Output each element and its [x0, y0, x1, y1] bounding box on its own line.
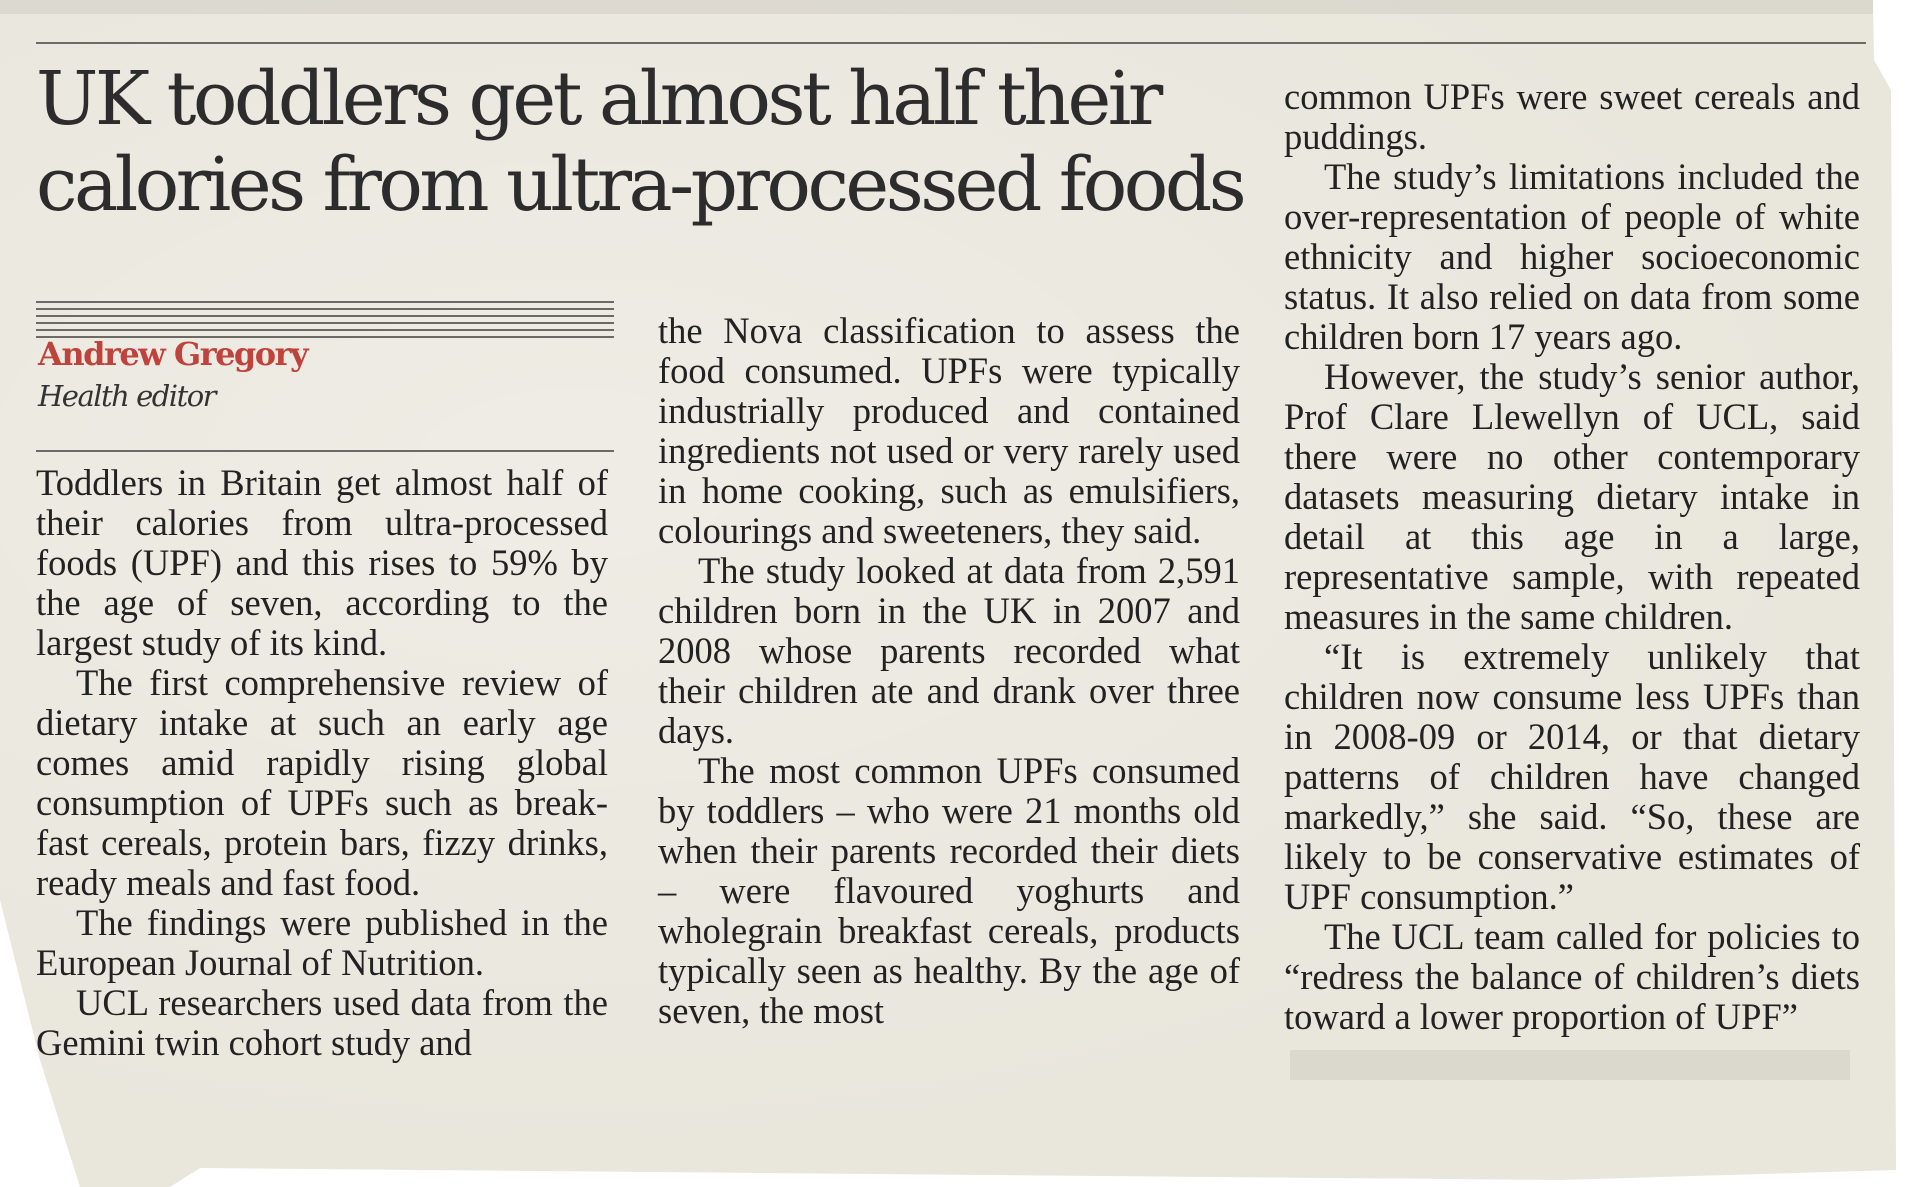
paragraph: The UCL team called for policies to “red… — [1284, 916, 1860, 1037]
byline-rule — [36, 308, 614, 310]
paragraph: UCL researchers used data from the Gemin… — [36, 982, 608, 1063]
paragraph: “It is extremely unlikely that children … — [1284, 636, 1860, 917]
paragraph: common UPFs were sweet cereals and puddi… — [1284, 76, 1860, 157]
byline-rule — [36, 301, 614, 303]
byline-bottom-rule — [36, 450, 614, 452]
top-rule — [36, 42, 1866, 44]
paragraph: the Nova classification to assess the fo… — [658, 310, 1240, 551]
byline-rule — [36, 315, 614, 317]
byline-rule — [36, 322, 614, 324]
scan-streak — [0, 0, 1873, 14]
paragraph: However, the study’s senior author, Prof… — [1284, 356, 1860, 637]
paragraph: Toddlers in Britain get almost half of t… — [36, 462, 608, 663]
paragraph: The most common UPFs consumed by toddler… — [658, 750, 1240, 1031]
paragraph: The first comprehensive review of dietar… — [36, 662, 608, 903]
paragraph: The study’s limitations included the ove… — [1284, 156, 1860, 357]
paragraph: The findings were published in the Europ… — [36, 902, 608, 983]
byline-rule — [36, 329, 614, 331]
headline: UK toddlers get almost half their calori… — [36, 56, 1247, 228]
byline-rule — [36, 336, 614, 338]
article-column-3: common UPFs were sweet cereals and puddi… — [1284, 77, 1860, 1037]
article-column-1: Toddlers in Britain get almost half of t… — [36, 463, 608, 1063]
byline-name: Andrew Gregory — [38, 335, 309, 373]
byline-role: Health editor — [38, 379, 217, 413]
paragraph: The study looked at data from 2,591 chil… — [658, 550, 1240, 751]
scan-streak — [1290, 1050, 1850, 1080]
article-column-2: the Nova classification to assess the fo… — [658, 311, 1240, 1031]
